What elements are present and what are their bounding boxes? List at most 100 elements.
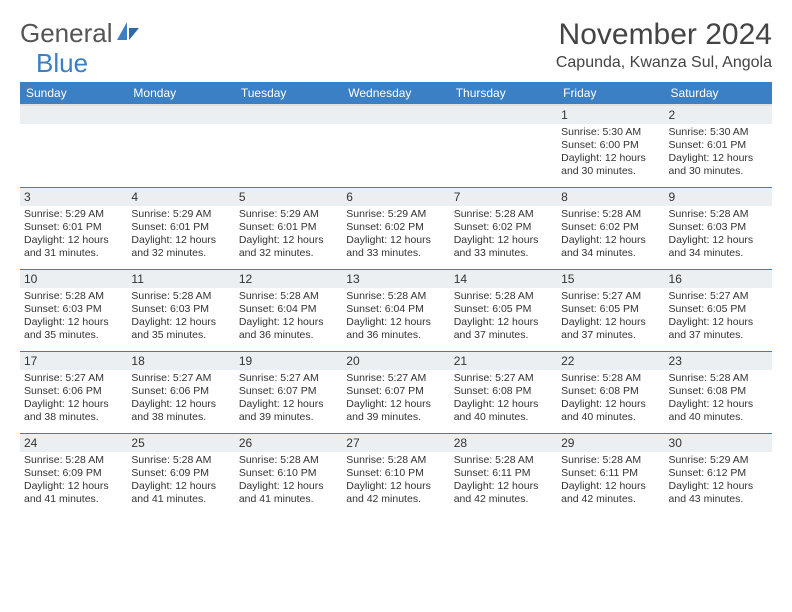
day-content: Sunrise: 5:29 AMSunset: 6:12 PMDaylight:… (665, 452, 772, 511)
daynum: 18 (127, 352, 234, 370)
calendar-cell: 28Sunrise: 5:28 AMSunset: 6:11 PMDayligh… (450, 433, 557, 515)
daynum-empty (20, 106, 127, 124)
day-content: Sunrise: 5:29 AMSunset: 6:01 PMDaylight:… (127, 206, 234, 265)
daynum: 1 (557, 106, 664, 124)
logo: General (20, 18, 143, 49)
calendar-cell: 7Sunrise: 5:28 AMSunset: 6:02 PMDaylight… (450, 187, 557, 269)
location: Capunda, Kwanza Sul, Angola (556, 54, 772, 72)
calendar-cell: 5Sunrise: 5:29 AMSunset: 6:01 PMDaylight… (235, 187, 342, 269)
calendar-row: 1Sunrise: 5:30 AMSunset: 6:00 PMDaylight… (20, 105, 772, 187)
day-content: Sunrise: 5:28 AMSunset: 6:10 PMDaylight:… (235, 452, 342, 511)
day-content: Sunrise: 5:28 AMSunset: 6:09 PMDaylight:… (20, 452, 127, 511)
daynum: 17 (20, 352, 127, 370)
daynum: 25 (127, 434, 234, 452)
day-content: Sunrise: 5:27 AMSunset: 6:08 PMDaylight:… (450, 370, 557, 429)
day-content: Sunrise: 5:28 AMSunset: 6:11 PMDaylight:… (557, 452, 664, 511)
day-content: Sunrise: 5:30 AMSunset: 6:01 PMDaylight:… (665, 124, 772, 183)
daynum: 23 (665, 352, 772, 370)
calendar-cell: 8Sunrise: 5:28 AMSunset: 6:02 PMDaylight… (557, 187, 664, 269)
calendar-cell: 12Sunrise: 5:28 AMSunset: 6:04 PMDayligh… (235, 269, 342, 351)
calendar-cell: 25Sunrise: 5:28 AMSunset: 6:09 PMDayligh… (127, 433, 234, 515)
day-content: Sunrise: 5:27 AMSunset: 6:07 PMDaylight:… (342, 370, 449, 429)
dayname-wed: Wednesday (342, 82, 449, 105)
daynum: 10 (20, 270, 127, 288)
logo-word2: Blue (36, 48, 88, 79)
calendar-cell: 9Sunrise: 5:28 AMSunset: 6:03 PMDaylight… (665, 187, 772, 269)
daynum: 26 (235, 434, 342, 452)
calendar-table: Sunday Monday Tuesday Wednesday Thursday… (20, 82, 772, 515)
calendar-cell (450, 105, 557, 187)
month-title: November 2024 (556, 18, 772, 52)
calendar-cell: 2Sunrise: 5:30 AMSunset: 6:01 PMDaylight… (665, 105, 772, 187)
day-content: Sunrise: 5:28 AMSunset: 6:05 PMDaylight:… (450, 288, 557, 347)
day-content: Sunrise: 5:29 AMSunset: 6:01 PMDaylight:… (235, 206, 342, 265)
day-content: Sunrise: 5:28 AMSunset: 6:09 PMDaylight:… (127, 452, 234, 511)
calendar-cell: 24Sunrise: 5:28 AMSunset: 6:09 PMDayligh… (20, 433, 127, 515)
day-content: Sunrise: 5:28 AMSunset: 6:02 PMDaylight:… (557, 206, 664, 265)
day-content: Sunrise: 5:28 AMSunset: 6:11 PMDaylight:… (450, 452, 557, 511)
calendar-cell (235, 105, 342, 187)
calendar-cell: 10Sunrise: 5:28 AMSunset: 6:03 PMDayligh… (20, 269, 127, 351)
calendar-cell: 21Sunrise: 5:27 AMSunset: 6:08 PMDayligh… (450, 351, 557, 433)
calendar-cell: 30Sunrise: 5:29 AMSunset: 6:12 PMDayligh… (665, 433, 772, 515)
daynum: 8 (557, 188, 664, 206)
daynum-empty (127, 106, 234, 124)
daynum: 20 (342, 352, 449, 370)
calendar-cell: 13Sunrise: 5:28 AMSunset: 6:04 PMDayligh… (342, 269, 449, 351)
daynum: 4 (127, 188, 234, 206)
calendar-cell (20, 105, 127, 187)
day-content: Sunrise: 5:28 AMSunset: 6:04 PMDaylight:… (235, 288, 342, 347)
day-content: Sunrise: 5:28 AMSunset: 6:03 PMDaylight:… (127, 288, 234, 347)
day-content: Sunrise: 5:28 AMSunset: 6:03 PMDaylight:… (665, 206, 772, 265)
daynum: 7 (450, 188, 557, 206)
daynum-empty (342, 106, 449, 124)
day-content: Sunrise: 5:27 AMSunset: 6:05 PMDaylight:… (557, 288, 664, 347)
daynum: 28 (450, 434, 557, 452)
daynum: 11 (127, 270, 234, 288)
calendar-cell: 26Sunrise: 5:28 AMSunset: 6:10 PMDayligh… (235, 433, 342, 515)
day-content: Sunrise: 5:27 AMSunset: 6:07 PMDaylight:… (235, 370, 342, 429)
day-content: Sunrise: 5:28 AMSunset: 6:08 PMDaylight:… (557, 370, 664, 429)
dayname-fri: Friday (557, 82, 664, 105)
dayname-row: Sunday Monday Tuesday Wednesday Thursday… (20, 82, 772, 105)
daynum: 3 (20, 188, 127, 206)
dayname-tue: Tuesday (235, 82, 342, 105)
daynum-empty (235, 106, 342, 124)
calendar-cell: 11Sunrise: 5:28 AMSunset: 6:03 PMDayligh… (127, 269, 234, 351)
calendar-cell: 22Sunrise: 5:28 AMSunset: 6:08 PMDayligh… (557, 351, 664, 433)
calendar-cell (127, 105, 234, 187)
day-content: Sunrise: 5:30 AMSunset: 6:00 PMDaylight:… (557, 124, 664, 183)
calendar-cell: 27Sunrise: 5:28 AMSunset: 6:10 PMDayligh… (342, 433, 449, 515)
day-content: Sunrise: 5:28 AMSunset: 6:10 PMDaylight:… (342, 452, 449, 511)
calendar-cell: 23Sunrise: 5:28 AMSunset: 6:08 PMDayligh… (665, 351, 772, 433)
daynum: 2 (665, 106, 772, 124)
title-block: November 2024 Capunda, Kwanza Sul, Angol… (556, 18, 772, 72)
daynum: 24 (20, 434, 127, 452)
day-content: Sunrise: 5:29 AMSunset: 6:01 PMDaylight:… (20, 206, 127, 265)
daynum: 13 (342, 270, 449, 288)
day-content: Sunrise: 5:27 AMSunset: 6:06 PMDaylight:… (127, 370, 234, 429)
logo-sail-icon (115, 18, 141, 49)
day-content: Sunrise: 5:27 AMSunset: 6:05 PMDaylight:… (665, 288, 772, 347)
day-content: Sunrise: 5:28 AMSunset: 6:02 PMDaylight:… (450, 206, 557, 265)
daynum: 12 (235, 270, 342, 288)
dayname-sun: Sunday (20, 82, 127, 105)
calendar-cell: 17Sunrise: 5:27 AMSunset: 6:06 PMDayligh… (20, 351, 127, 433)
daynum: 5 (235, 188, 342, 206)
day-content: Sunrise: 5:28 AMSunset: 6:04 PMDaylight:… (342, 288, 449, 347)
daynum: 16 (665, 270, 772, 288)
calendar-cell: 6Sunrise: 5:29 AMSunset: 6:02 PMDaylight… (342, 187, 449, 269)
calendar-row: 3Sunrise: 5:29 AMSunset: 6:01 PMDaylight… (20, 187, 772, 269)
calendar-row: 17Sunrise: 5:27 AMSunset: 6:06 PMDayligh… (20, 351, 772, 433)
daynum: 22 (557, 352, 664, 370)
calendar-cell: 18Sunrise: 5:27 AMSunset: 6:06 PMDayligh… (127, 351, 234, 433)
daynum: 15 (557, 270, 664, 288)
daynum: 21 (450, 352, 557, 370)
daynum: 9 (665, 188, 772, 206)
page-header: General November 2024 Capunda, Kwanza Su… (20, 18, 772, 72)
daynum-empty (450, 106, 557, 124)
daynum: 29 (557, 434, 664, 452)
day-content: Sunrise: 5:29 AMSunset: 6:02 PMDaylight:… (342, 206, 449, 265)
calendar-cell: 4Sunrise: 5:29 AMSunset: 6:01 PMDaylight… (127, 187, 234, 269)
daynum: 19 (235, 352, 342, 370)
